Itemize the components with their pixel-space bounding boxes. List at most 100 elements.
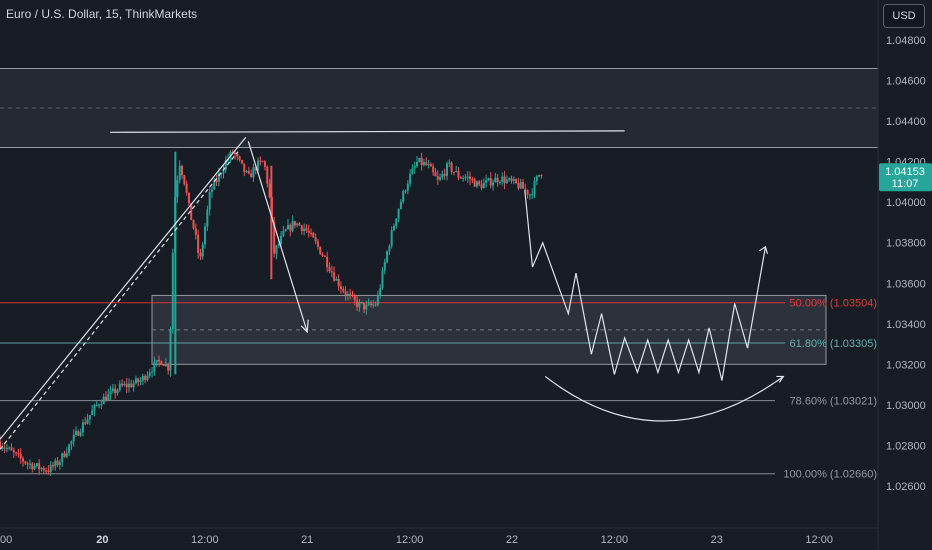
candle-body	[51, 464, 54, 467]
candle-body	[333, 272, 336, 281]
candle-body	[15, 452, 18, 454]
candle-body	[330, 271, 333, 273]
candle-body	[411, 168, 414, 175]
candle-body	[289, 224, 292, 231]
y-tick-label: 1.03200	[886, 359, 926, 371]
candle-body	[287, 224, 289, 230]
candle-body	[535, 176, 538, 182]
candle-body	[406, 183, 409, 191]
candle-body	[261, 161, 264, 163]
candle-body	[395, 218, 398, 226]
candle-body	[291, 221, 294, 231]
candle-body	[141, 376, 144, 381]
candle-body	[157, 359, 160, 362]
candle-body	[505, 179, 508, 184]
candle-body	[538, 174, 541, 177]
candle-body	[422, 162, 425, 166]
candle-body	[164, 363, 167, 366]
candle-body	[459, 177, 462, 179]
candle-body	[111, 388, 114, 391]
candle-body	[390, 230, 393, 247]
candle-body	[441, 173, 444, 178]
candle-countdown: 11:07	[892, 178, 919, 190]
candle-body	[130, 383, 133, 388]
candle-body	[469, 176, 472, 180]
candle-body	[416, 161, 419, 167]
candle-body	[392, 225, 395, 231]
candle-body	[10, 447, 13, 451]
x-tick-label: 12:00	[396, 534, 424, 546]
candle-body	[134, 378, 137, 384]
candle-body	[365, 304, 368, 310]
candle-body	[473, 179, 476, 187]
candle-body	[321, 254, 324, 256]
candle-body	[56, 460, 59, 466]
candle-body	[475, 181, 478, 187]
y-tick-label: 1.03800	[886, 238, 926, 250]
candle-body	[346, 293, 349, 296]
candle-body	[409, 174, 412, 184]
candle-body	[1, 447, 4, 449]
candle-body	[28, 463, 31, 465]
candle-body	[247, 171, 250, 174]
candle-body	[492, 182, 495, 186]
y-tick-label: 1.04400	[886, 116, 926, 128]
candle-body	[194, 228, 197, 235]
candle-body	[8, 447, 11, 449]
candle-body	[47, 470, 50, 472]
candle-body	[236, 154, 239, 157]
candle-body	[284, 229, 287, 231]
candle-body	[206, 209, 209, 227]
candle-body	[26, 463, 29, 465]
candle-body	[379, 288, 382, 296]
candle-body	[24, 461, 27, 464]
candle-body	[231, 151, 234, 153]
candle-body	[197, 234, 200, 253]
fib-level-label: 100.00% (1.02660)	[783, 469, 877, 481]
candle-body	[381, 270, 384, 289]
candle-body	[434, 172, 437, 177]
current-price-value: 1.04153	[885, 166, 925, 178]
candle-body	[457, 171, 460, 178]
candle-body	[250, 173, 253, 178]
candle-body	[38, 463, 41, 470]
currency-button[interactable]: USD	[883, 4, 925, 28]
candle-body	[12, 450, 15, 453]
candle-body	[418, 157, 421, 162]
candle-body	[303, 228, 306, 231]
x-tick-label: 23	[711, 534, 723, 546]
candle-body	[485, 180, 488, 183]
candle-body	[201, 244, 204, 257]
y-tick-label: 1.04800	[886, 35, 926, 47]
candle-body	[19, 453, 22, 459]
candle-body	[386, 251, 389, 263]
candle-body	[224, 160, 227, 170]
candle-body	[222, 169, 225, 174]
candle-body	[160, 361, 163, 365]
candle-body	[65, 453, 68, 457]
candle-body	[374, 304, 377, 306]
candle-body	[178, 165, 181, 181]
candle-body	[404, 190, 407, 192]
candle-body	[245, 171, 248, 173]
candle-body	[445, 163, 448, 176]
candle-body	[243, 163, 246, 172]
candle-body	[471, 179, 474, 181]
candle-body	[199, 252, 202, 257]
candle-body	[68, 444, 71, 454]
candle-body	[123, 383, 126, 386]
candle-body	[234, 152, 237, 155]
candle-body	[93, 404, 96, 411]
candle-body	[210, 189, 213, 193]
fib-level-label: 61.80% (1.03305)	[790, 338, 877, 350]
candle-body	[376, 295, 379, 305]
candle-body	[213, 180, 216, 190]
candle-body	[176, 180, 179, 198]
candle-body	[533, 181, 536, 195]
candle-body	[17, 453, 20, 455]
candle-body	[109, 390, 112, 395]
candle-body	[413, 166, 416, 169]
bowl-arrow-head	[776, 375, 785, 383]
candle-body	[349, 293, 352, 295]
